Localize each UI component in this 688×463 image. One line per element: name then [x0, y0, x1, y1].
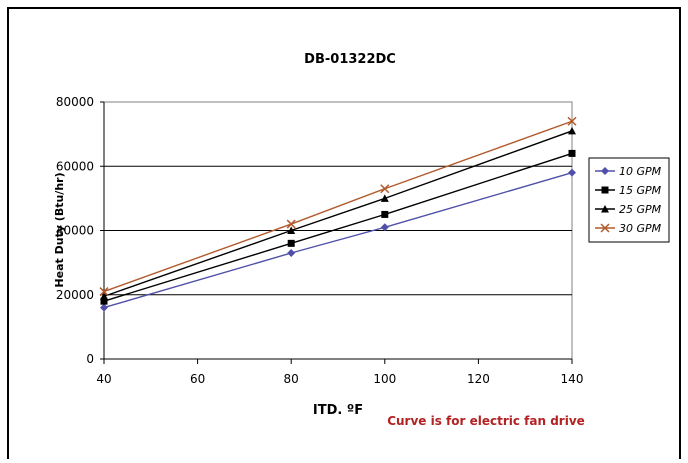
marker-triangle	[568, 126, 576, 135]
marker-triangle	[287, 226, 296, 234]
legend-entry: 30 GPM	[619, 222, 662, 235]
marker-square	[287, 239, 295, 247]
axes: 0 20000 40000 60000 80000 40 60 80 100 120 140	[56, 95, 584, 386]
marker-diamond	[100, 303, 108, 312]
chart-annotation: Curve is for electric fan drive	[387, 414, 585, 428]
marker-x	[567, 116, 577, 126]
marker-triangle	[100, 292, 108, 300]
y-tick-label: 20000	[56, 288, 94, 302]
series-line	[103, 130, 573, 298]
marker-x	[286, 219, 296, 229]
y-tick-label: 0	[86, 352, 94, 366]
legend-entry: 25 GPM	[619, 203, 662, 216]
marker-x	[600, 223, 610, 233]
legend-entry: 10 GPM	[619, 165, 662, 178]
x-tick-label: 100	[373, 372, 396, 386]
marker-square	[381, 210, 389, 218]
x-tick-label: 120	[467, 372, 490, 386]
y-tick-label: 60000	[56, 159, 94, 173]
marker-square	[100, 297, 108, 305]
legend-entry: 15 GPM	[619, 184, 662, 197]
grid-lines	[104, 165, 572, 296]
x-tick-label: 80	[284, 372, 299, 386]
x-tick-label: 60	[190, 372, 205, 386]
y-tick-label: 80000	[56, 95, 94, 109]
chart-title: DB-01322DC	[304, 52, 396, 67]
series-line	[103, 152, 573, 302]
series-line	[103, 172, 573, 309]
series-lines	[99, 116, 577, 312]
y-tick-label: 40000	[56, 224, 94, 238]
marker-x	[99, 287, 109, 297]
marker-x	[380, 184, 390, 194]
marker-diamond	[601, 167, 609, 175]
marker-diamond	[380, 223, 389, 232]
marker-triangle	[601, 205, 609, 213]
marker-triangle	[380, 194, 389, 202]
x-tick-label: 140	[561, 372, 584, 386]
x-axis-label: ITD. ºF	[313, 403, 363, 418]
outer-border	[7, 7, 681, 459]
legend: 10 GPM 15 GPM 25 GPM 30 GPM	[588, 157, 670, 243]
marker-diamond	[568, 168, 576, 177]
marker-square	[601, 186, 609, 194]
marker-diamond	[287, 248, 296, 257]
marker-square	[568, 149, 576, 157]
series-line	[103, 120, 573, 293]
x-tick-label: 40	[96, 372, 111, 386]
y-axis-label: Heat Duty (Btu/hr)	[53, 172, 66, 287]
